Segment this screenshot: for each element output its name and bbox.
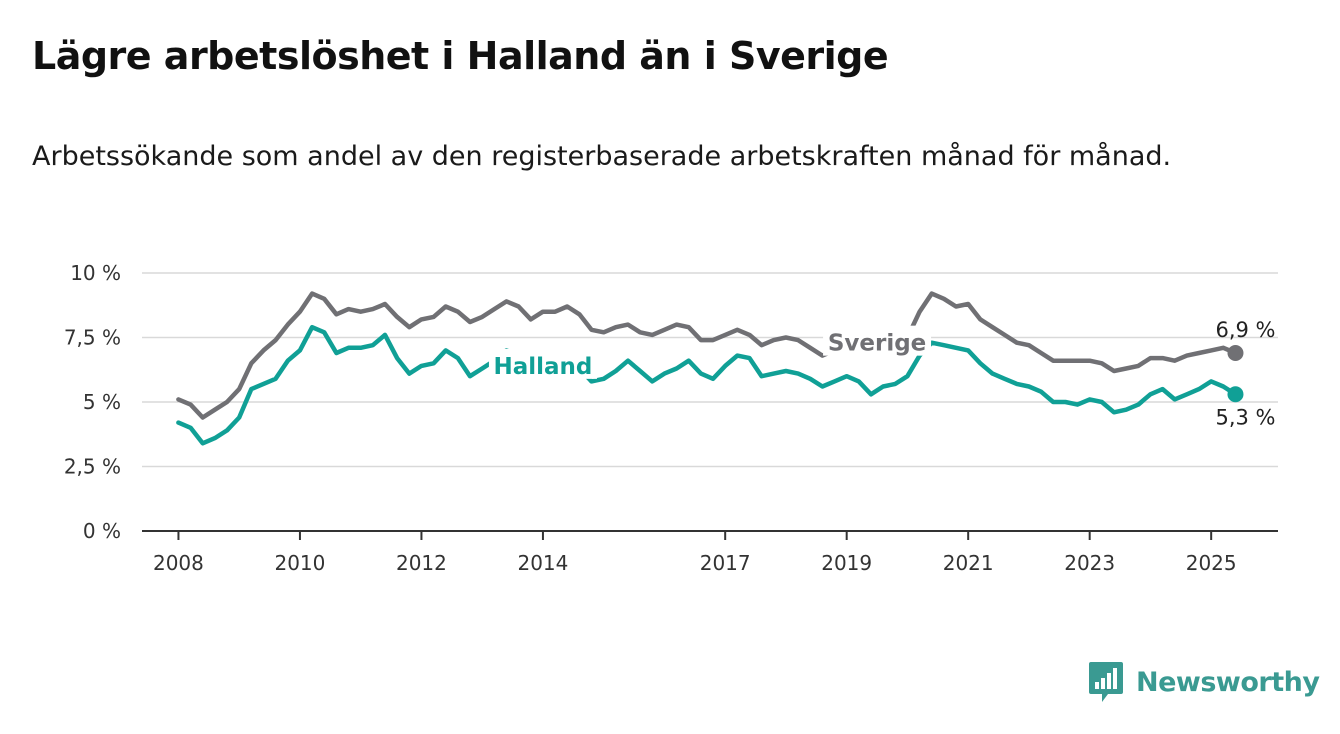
series-label-bg: [823, 325, 932, 356]
newsworthy-logo: Newsworthy: [1088, 660, 1320, 704]
end-point-sverige: [1227, 344, 1244, 361]
end-value-label-sverige: 6,9 %: [1215, 318, 1275, 342]
x-tick-label: 2014: [517, 551, 568, 575]
x-tick-label: 2025: [1186, 551, 1237, 575]
series-line-halland: [176, 324, 1238, 446]
bar-chart-speech-bubble-icon: [1089, 662, 1123, 702]
series-label-sverige: Sverige: [828, 331, 926, 357]
series-labels: Halland Sverige 6,9 % 5,3 %: [488, 318, 1275, 429]
x-tick-label: 2017: [700, 551, 751, 575]
chart-subtitle: Arbetssökande som andel av den registerb…: [32, 141, 1172, 172]
axes: 0 % 2,5 % 5 % 7,5 % 10 % 2008 2010 2012 2014 2017…: [64, 261, 1278, 575]
x-tick-label: 2023: [1064, 551, 1115, 575]
series-line-sverige: [176, 291, 1238, 420]
y-tick-label: 2,5 %: [64, 455, 121, 479]
end-value-label-halland: 5,3 %: [1215, 405, 1275, 429]
end-point-halland: [1227, 386, 1244, 403]
x-tick-label: 2010: [274, 551, 325, 575]
series-label-bg: [488, 348, 597, 379]
line-chart: 0 % 2,5 % 5 % 7,5 % 10 % 2008 2010 2012 2014 2017…: [64, 261, 1278, 575]
series-lines: [176, 291, 1244, 446]
series-label-halland: Halland: [493, 354, 592, 380]
y-tick-label: 0 %: [83, 519, 121, 543]
brand-name: Newsworthy: [1136, 666, 1320, 698]
x-tick-label: 2008: [153, 551, 204, 575]
gridlines: [142, 272, 1278, 468]
x-tick-label: 2021: [943, 551, 994, 575]
y-tick-label: 7,5 %: [64, 326, 121, 350]
y-tick-label: 5 %: [83, 390, 121, 414]
x-tick-label: 2019: [821, 551, 872, 575]
chart-title: Lägre arbetslöshet i Halland än i Sverig…: [32, 34, 889, 78]
y-tick-label: 10 %: [70, 261, 121, 285]
x-tick-label: 2012: [396, 551, 447, 575]
